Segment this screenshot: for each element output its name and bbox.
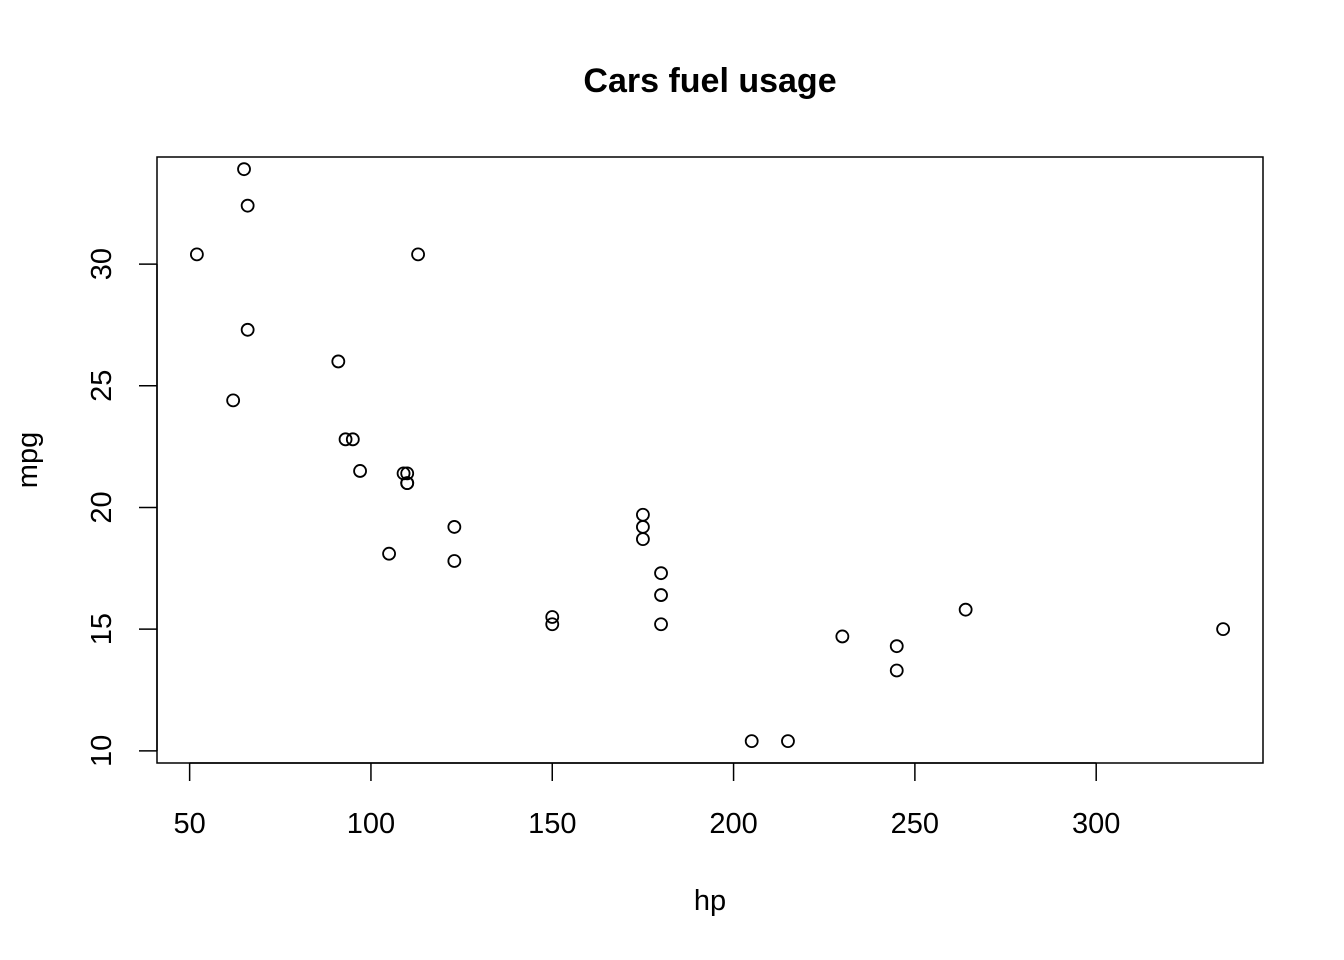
- y-tick-label: 30: [86, 248, 118, 280]
- data-point: [353, 464, 367, 478]
- data-point: [447, 520, 462, 534]
- data-point: [636, 520, 650, 534]
- data-points: [189, 162, 1231, 748]
- x-tick-label: 300: [1072, 808, 1120, 840]
- data-point: [744, 734, 759, 748]
- data-point: [835, 629, 850, 644]
- data-point: [654, 588, 668, 602]
- plot-frame: [156, 156, 1264, 764]
- data-point: [545, 617, 560, 632]
- data-point: [447, 554, 462, 568]
- data-point: [345, 432, 360, 447]
- data-point: [545, 610, 560, 624]
- y-tick-label: 10: [86, 735, 118, 767]
- x-tick-label: 100: [347, 808, 395, 840]
- x-axis: 50 100 150 200 250 300: [174, 762, 1120, 840]
- data-point: [889, 639, 904, 654]
- x-tick-label: 200: [709, 808, 757, 840]
- data-point: [189, 247, 204, 262]
- chart-title: Cars fuel usage: [583, 62, 836, 100]
- data-point: [396, 466, 411, 481]
- data-point: [338, 432, 353, 447]
- y-tick-label: 20: [86, 491, 118, 523]
- x-axis-label: hp: [694, 885, 726, 917]
- data-point: [226, 393, 241, 408]
- data-point: [411, 247, 425, 262]
- data-point: [240, 322, 255, 337]
- x-tick-label: 50: [174, 808, 206, 840]
- data-point: [240, 198, 255, 213]
- y-tick-label: 15: [86, 613, 118, 645]
- y-axis-label: mpg: [12, 432, 44, 488]
- data-point: [400, 466, 415, 481]
- data-point: [636, 507, 650, 522]
- y-tick-label: 25: [86, 370, 118, 402]
- x-tick-label: 250: [891, 808, 939, 840]
- y-axis: 10 15 20 25 30: [86, 248, 158, 767]
- data-point: [636, 532, 650, 546]
- data-point: [654, 566, 668, 581]
- data-point: [889, 663, 904, 678]
- x-tick-label: 150: [528, 808, 576, 840]
- data-point: [237, 162, 251, 177]
- data-point: [781, 734, 795, 748]
- data-point: [958, 602, 973, 617]
- data-point: [1216, 622, 1231, 637]
- data-point: [654, 617, 668, 632]
- data-point: [382, 546, 396, 561]
- data-point: [331, 354, 346, 369]
